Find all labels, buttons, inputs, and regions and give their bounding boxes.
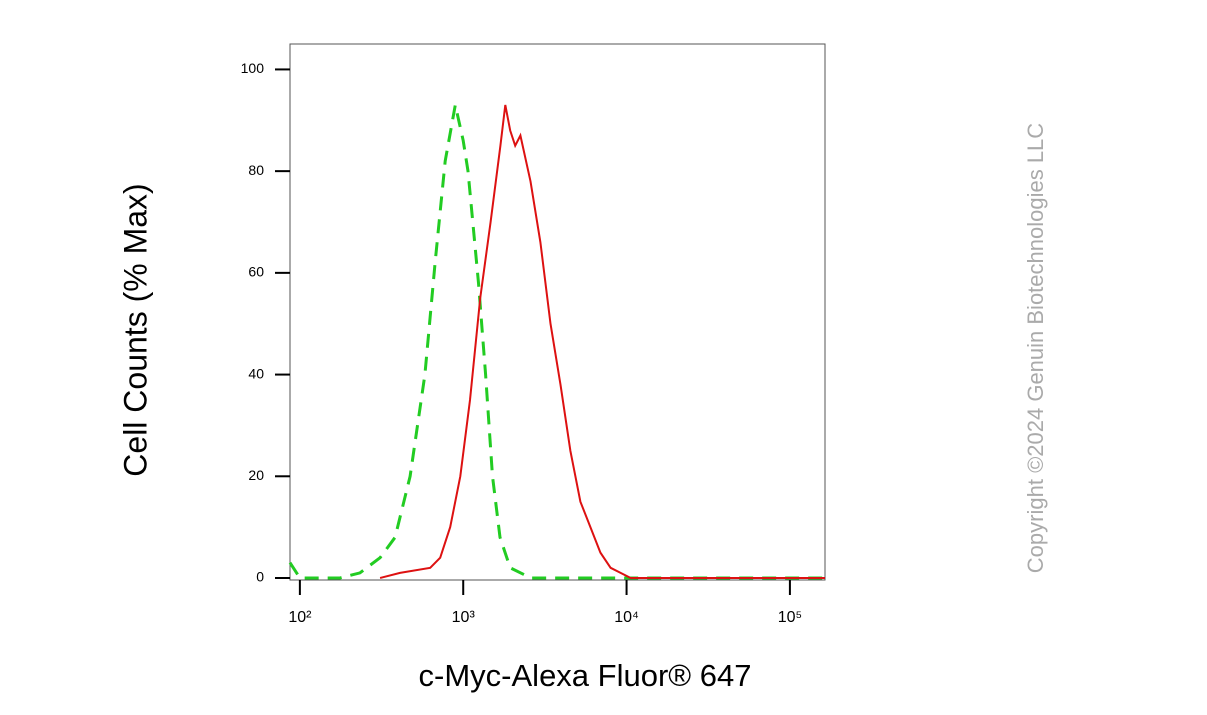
watermark: Copyright ©2024 Genuin Biotechnologies L… xyxy=(1023,123,1048,574)
x-tick-label: 10³ xyxy=(452,609,476,626)
x-tick-label: 10² xyxy=(288,609,312,626)
y-tick-label: 0 xyxy=(256,569,264,585)
series-line xyxy=(379,104,825,579)
plot-frame xyxy=(289,43,826,581)
y-axis-label: Cell Counts (% Max) xyxy=(117,183,153,476)
series-line xyxy=(288,104,825,580)
y-tick-label: 100 xyxy=(241,60,265,76)
y-tick-label: 80 xyxy=(248,162,264,178)
y-tick-label: 40 xyxy=(248,365,264,381)
x-tick-label: 10⁵ xyxy=(778,609,802,626)
y-tick-label: 20 xyxy=(248,467,264,483)
x-tick-label: 10⁴ xyxy=(614,609,639,626)
y-tick-label: 60 xyxy=(248,264,264,280)
x-axis-label: c-Myc-Alexa Fluor® 647 xyxy=(419,658,752,693)
